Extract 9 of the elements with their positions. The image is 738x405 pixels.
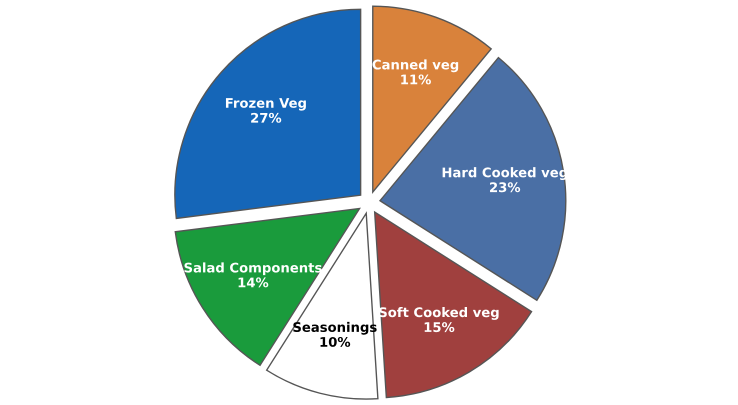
data-label: 11%	[401, 74, 431, 84]
data-label: 23%	[490, 182, 520, 192]
slice-label: Frozen Veg	[226, 98, 306, 111]
data-label: 14%	[238, 277, 268, 288]
slice-label: Soft Cooked veg	[379, 307, 499, 320]
slice-label: Salad Components	[184, 262, 322, 276]
data-label: 15%	[424, 322, 454, 332]
data-label: 10%	[320, 336, 350, 347]
data-label: 27%	[251, 112, 282, 123]
